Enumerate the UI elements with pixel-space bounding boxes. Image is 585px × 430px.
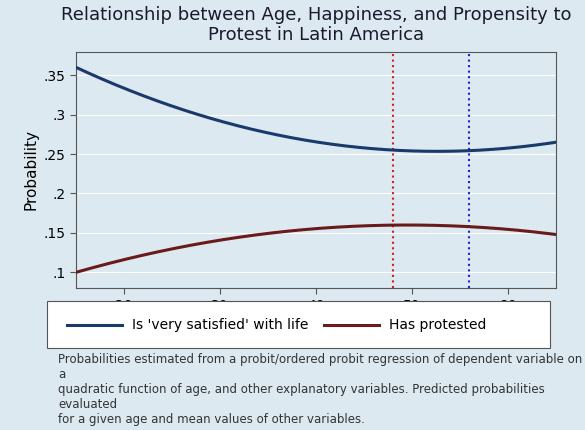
Title: Relationship between Age, Happiness, and Propensity to
Protest in Latin America: Relationship between Age, Happiness, and… [61,6,571,44]
Text: Probabilities estimated from a probit/ordered probit regression of dependent var: Probabilities estimated from a probit/or… [58,353,583,426]
X-axis label: Age: Age [301,318,331,333]
Text: Has protested: Has protested [389,318,486,332]
FancyBboxPatch shape [47,301,550,348]
Text: Is 'very satisfied' with life: Is 'very satisfied' with life [132,318,309,332]
Y-axis label: Probability: Probability [23,129,38,210]
